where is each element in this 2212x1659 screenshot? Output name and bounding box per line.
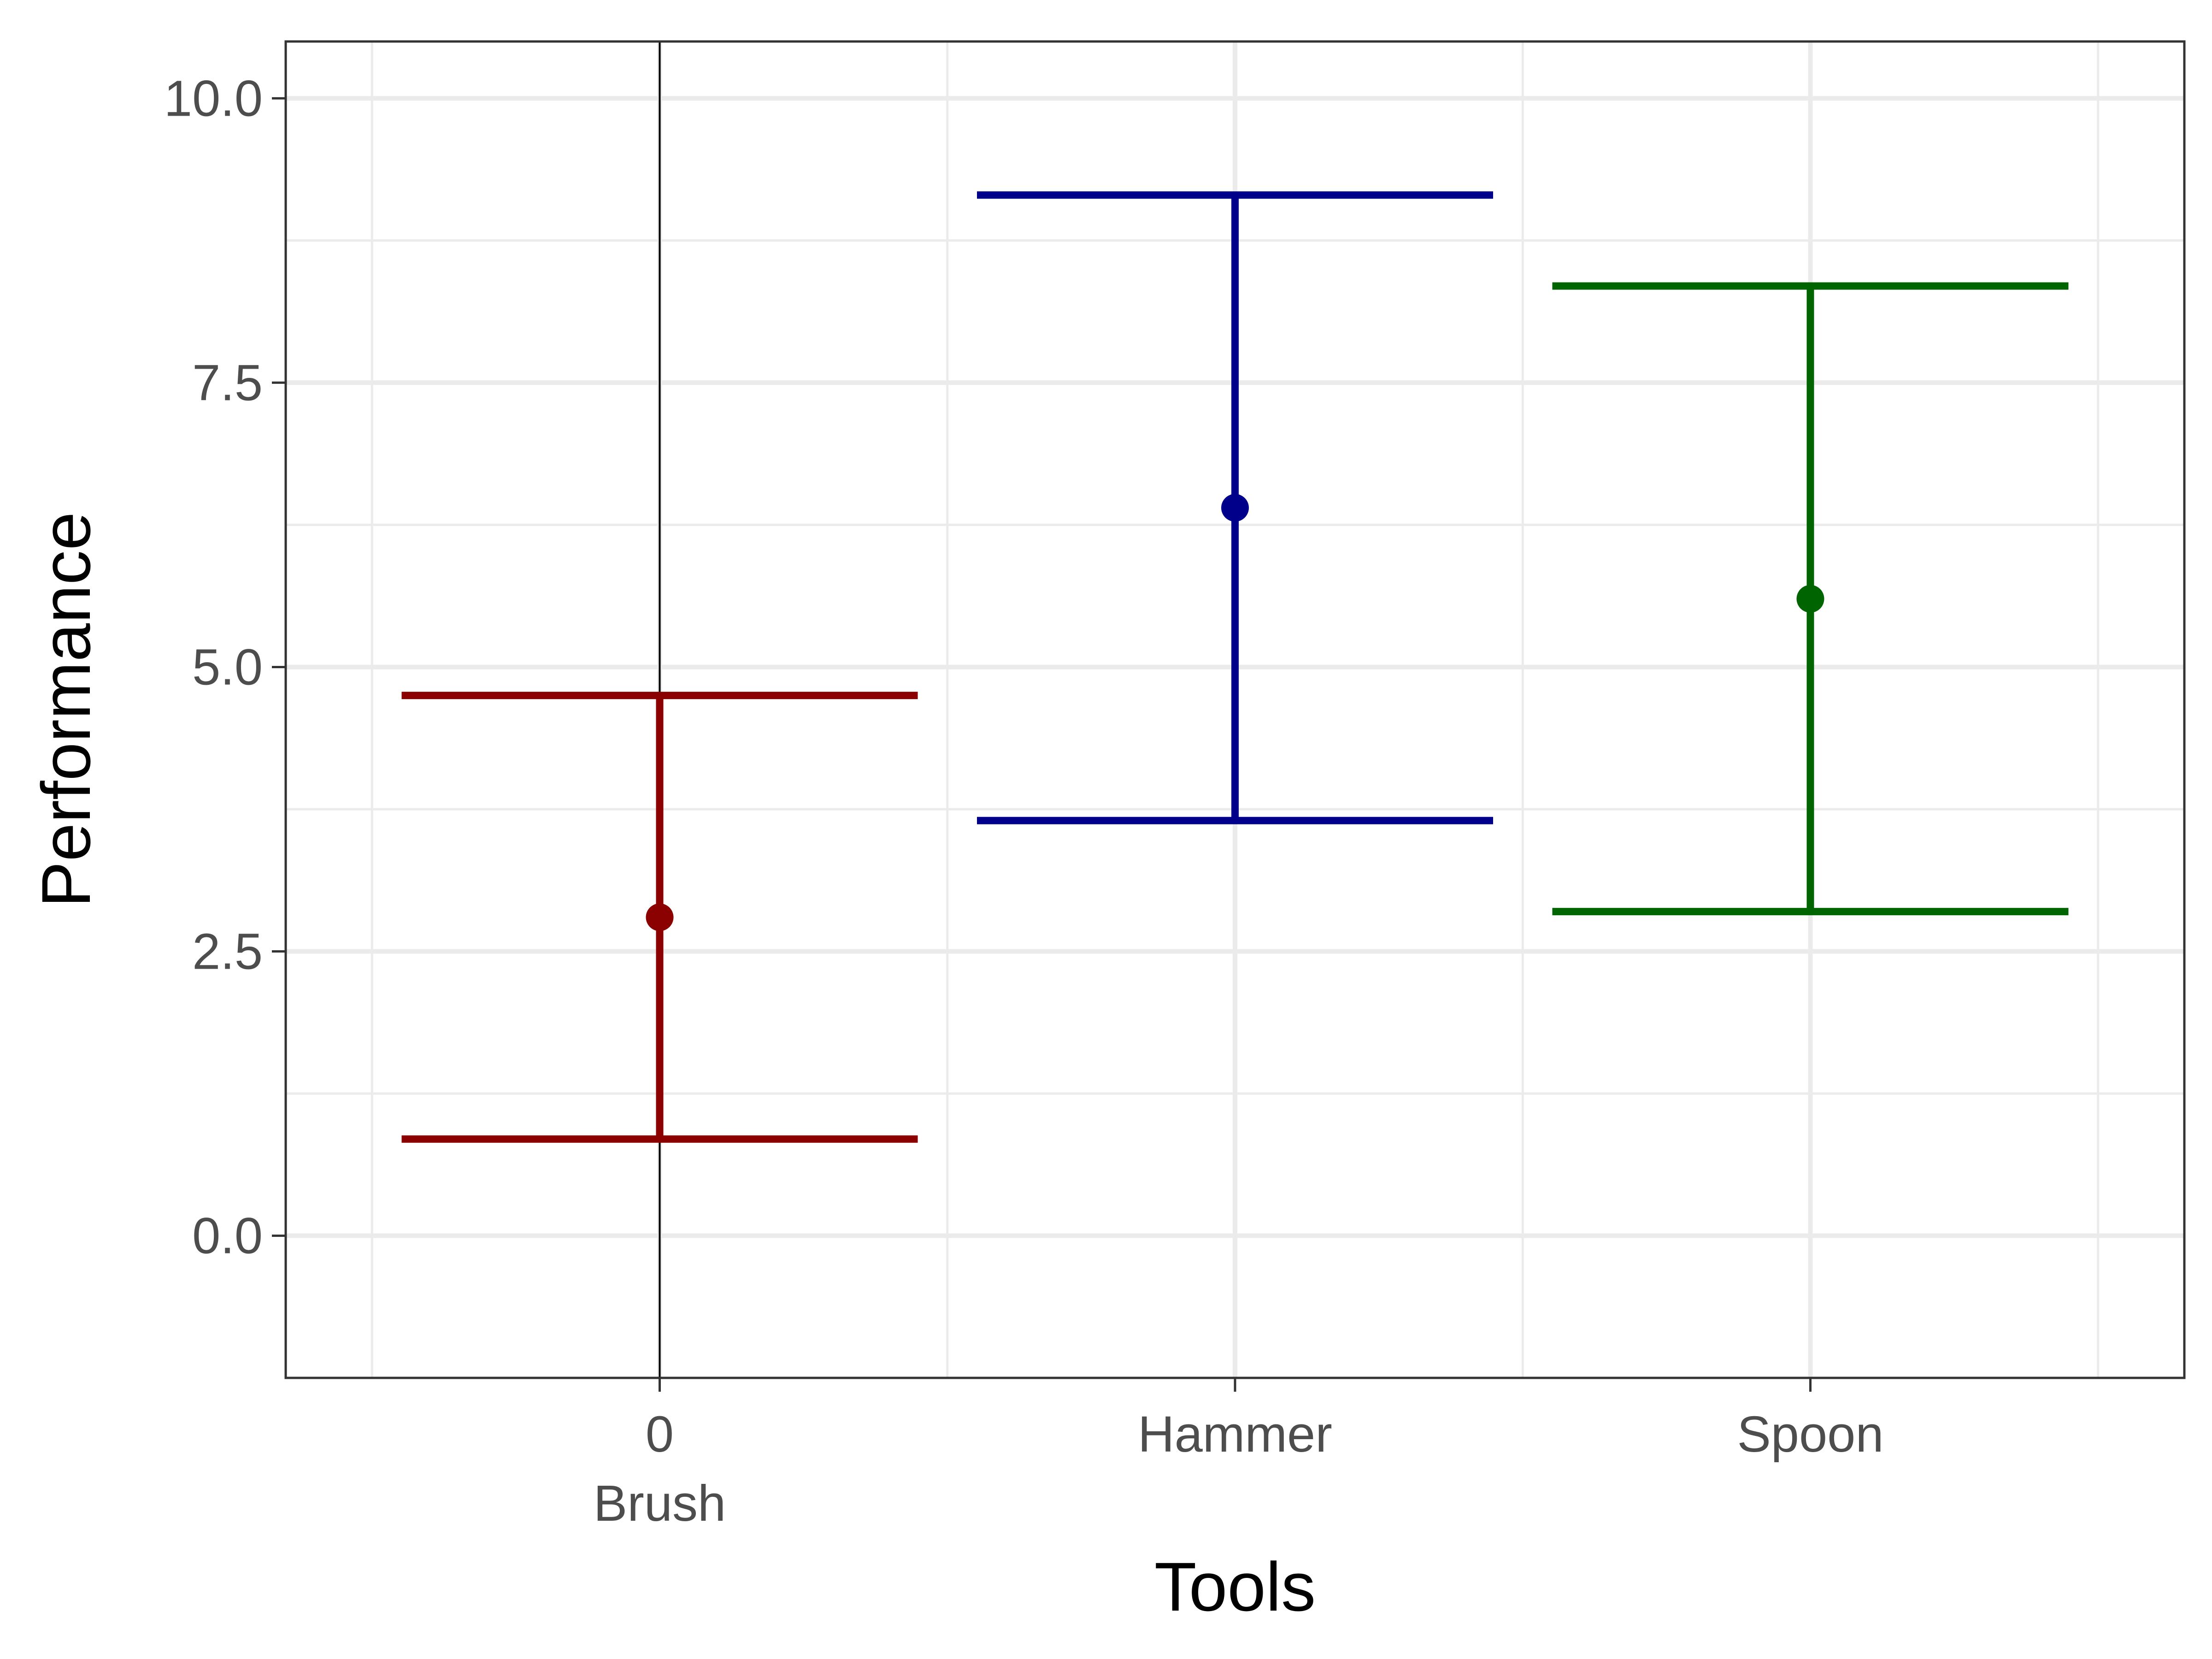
mean-point [646, 903, 674, 931]
y-tick-label: 2.5 [192, 923, 263, 980]
y-tick-label: 5.0 [192, 639, 263, 695]
y-tick-label: 7.5 [192, 354, 263, 411]
y-axis-title: Performance [27, 512, 105, 908]
mean-point [1796, 585, 1824, 613]
error-bars [401, 191, 2069, 1143]
x-tick-label: Hammer [1138, 1406, 1332, 1463]
y-tick-label: 0.0 [192, 1207, 263, 1264]
x-tick-label: 0 [646, 1406, 674, 1463]
x-axis: 0 Hammer Spoon [646, 1378, 1884, 1463]
y-axis: 0.0 2.5 5.0 7.5 10.0 [164, 70, 286, 1264]
x-axis-title: Tools [1154, 1548, 1316, 1625]
x-tick-label: Spoon [1737, 1406, 1883, 1463]
x-axis-sublabel: Brush [594, 1475, 726, 1532]
mean-point [1221, 494, 1249, 522]
y-tick-label: 10.0 [164, 70, 263, 127]
